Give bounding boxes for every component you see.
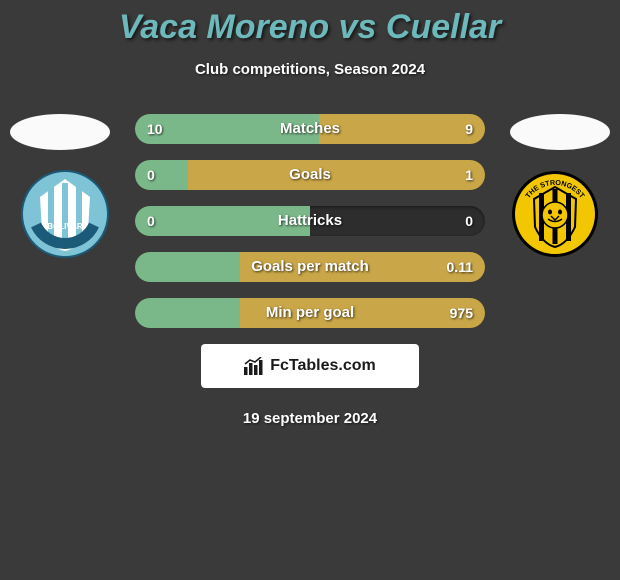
date-text: 19 september 2024 (0, 410, 620, 427)
stat-value-left: 10 (147, 114, 163, 144)
stat-value-right: 1 (465, 160, 473, 190)
player-head-left (10, 114, 110, 150)
stat-value-right: 975 (450, 298, 473, 328)
club-logo-strongest: THE STRONGEST (510, 169, 600, 259)
watermark-text: FcTables.com (270, 357, 376, 375)
stat-value-right: 0 (465, 206, 473, 236)
player-head-right (510, 114, 610, 150)
stat-bar: Matches10 9 (135, 114, 485, 144)
stat-label: Goals (135, 160, 485, 190)
stat-label: Hattricks (135, 206, 485, 236)
stat-bar: Goals0 1 (135, 160, 485, 190)
club-logo-bolivar: BOLIVAR (20, 169, 110, 259)
watermark: FcTables.com (201, 344, 419, 388)
stat-label: Goals per match (135, 252, 485, 282)
svg-text:BOLIVAR: BOLIVAR (47, 222, 83, 231)
stat-value-left: 0 (147, 206, 155, 236)
stat-label: Matches (135, 114, 485, 144)
stat-bar: Goals per match0.11 (135, 252, 485, 282)
stat-label: Min per goal (135, 298, 485, 328)
stat-bar: Min per goal975 (135, 298, 485, 328)
stat-value-right: 9 (465, 114, 473, 144)
page-title: Vaca Moreno vs Cuellar (0, 0, 620, 47)
stat-value-right: 0.11 (447, 252, 473, 282)
comparison-area: BOLIVAR THE STRONGEST Matches109Goals01H… (0, 114, 620, 427)
stat-bars: Matches109Goals01Hattricks00Goals per ma… (135, 114, 485, 328)
stat-value-left: 0 (147, 160, 155, 190)
stat-bar: Hattricks0 0 (135, 206, 485, 236)
subtitle: Club competitions, Season 2024 (0, 61, 620, 78)
chart-icon (244, 357, 264, 375)
